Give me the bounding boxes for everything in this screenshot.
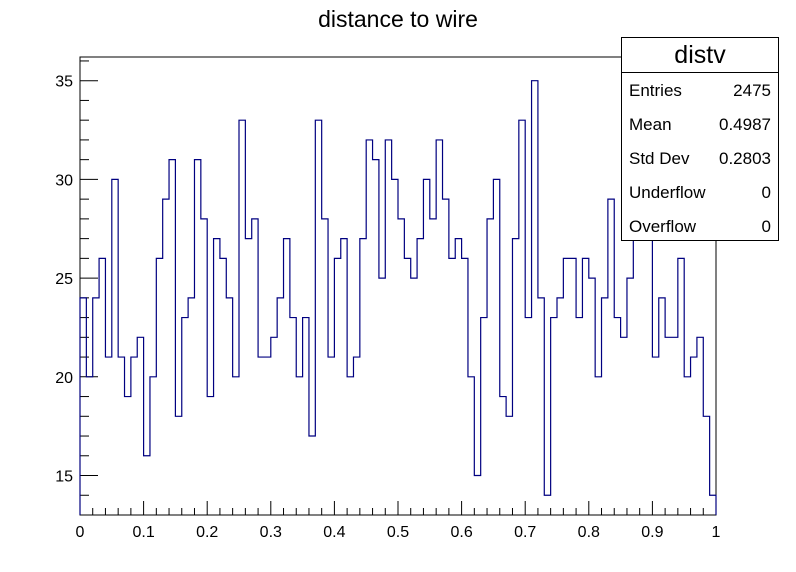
chart-title: distance to wire [318, 6, 478, 32]
x-tick-label: 0.5 [387, 524, 409, 541]
x-tick-label: 0.1 [132, 524, 154, 541]
stats-row-entries: Entries 2475 [622, 73, 778, 107]
y-tick-label: 15 [55, 469, 73, 486]
x-tick-label: 0.7 [514, 524, 536, 541]
x-tick-label: 1 [712, 524, 721, 541]
x-tick-label: 0.3 [260, 524, 282, 541]
x-tick-label: 0.4 [323, 524, 345, 541]
stats-label: Entries [629, 81, 682, 100]
stats-value: 0.4987 [719, 115, 771, 134]
stats-row-stddev: Std Dev 0.2803 [622, 141, 778, 175]
stats-label: Std Dev [629, 149, 690, 168]
x-tick-label: 0.2 [196, 524, 218, 541]
y-tick-label: 35 [55, 74, 73, 91]
stats-value: 2475 [733, 81, 771, 100]
x-tick-label: 0.6 [450, 524, 472, 541]
stats-label: Underflow [629, 183, 706, 202]
stats-row-overflow: Overflow 0 [622, 209, 778, 243]
stats-row-underflow: Underflow 0 [622, 175, 778, 209]
stats-label: Overflow [629, 217, 697, 236]
tick-labels: 0 0.1 0.2 0.3 0.4 0.5 0.6 0.7 0.8 0.9 1 15 20 25 30 35 [55, 74, 720, 541]
y-tick-label: 30 [55, 172, 73, 189]
stats-label: Mean [629, 115, 672, 134]
stats-box: distv Entries 2475 Mean 0.4987 Std Dev 0… [621, 37, 779, 241]
x-tick-label: 0.9 [641, 524, 663, 541]
stats-value: 0 [761, 183, 771, 202]
x-tick-label: 0.8 [578, 524, 600, 541]
stats-value: 0.2803 [719, 149, 771, 168]
stats-box-title: distv [622, 38, 778, 73]
y-tick-label: 20 [55, 370, 73, 387]
x-tick-label: 0 [76, 524, 85, 541]
stats-value: 0 [761, 217, 771, 236]
y-tick-label: 25 [55, 271, 73, 288]
histogram-line [79, 80, 717, 515]
stats-row-mean: Mean 0.4987 [622, 107, 778, 141]
